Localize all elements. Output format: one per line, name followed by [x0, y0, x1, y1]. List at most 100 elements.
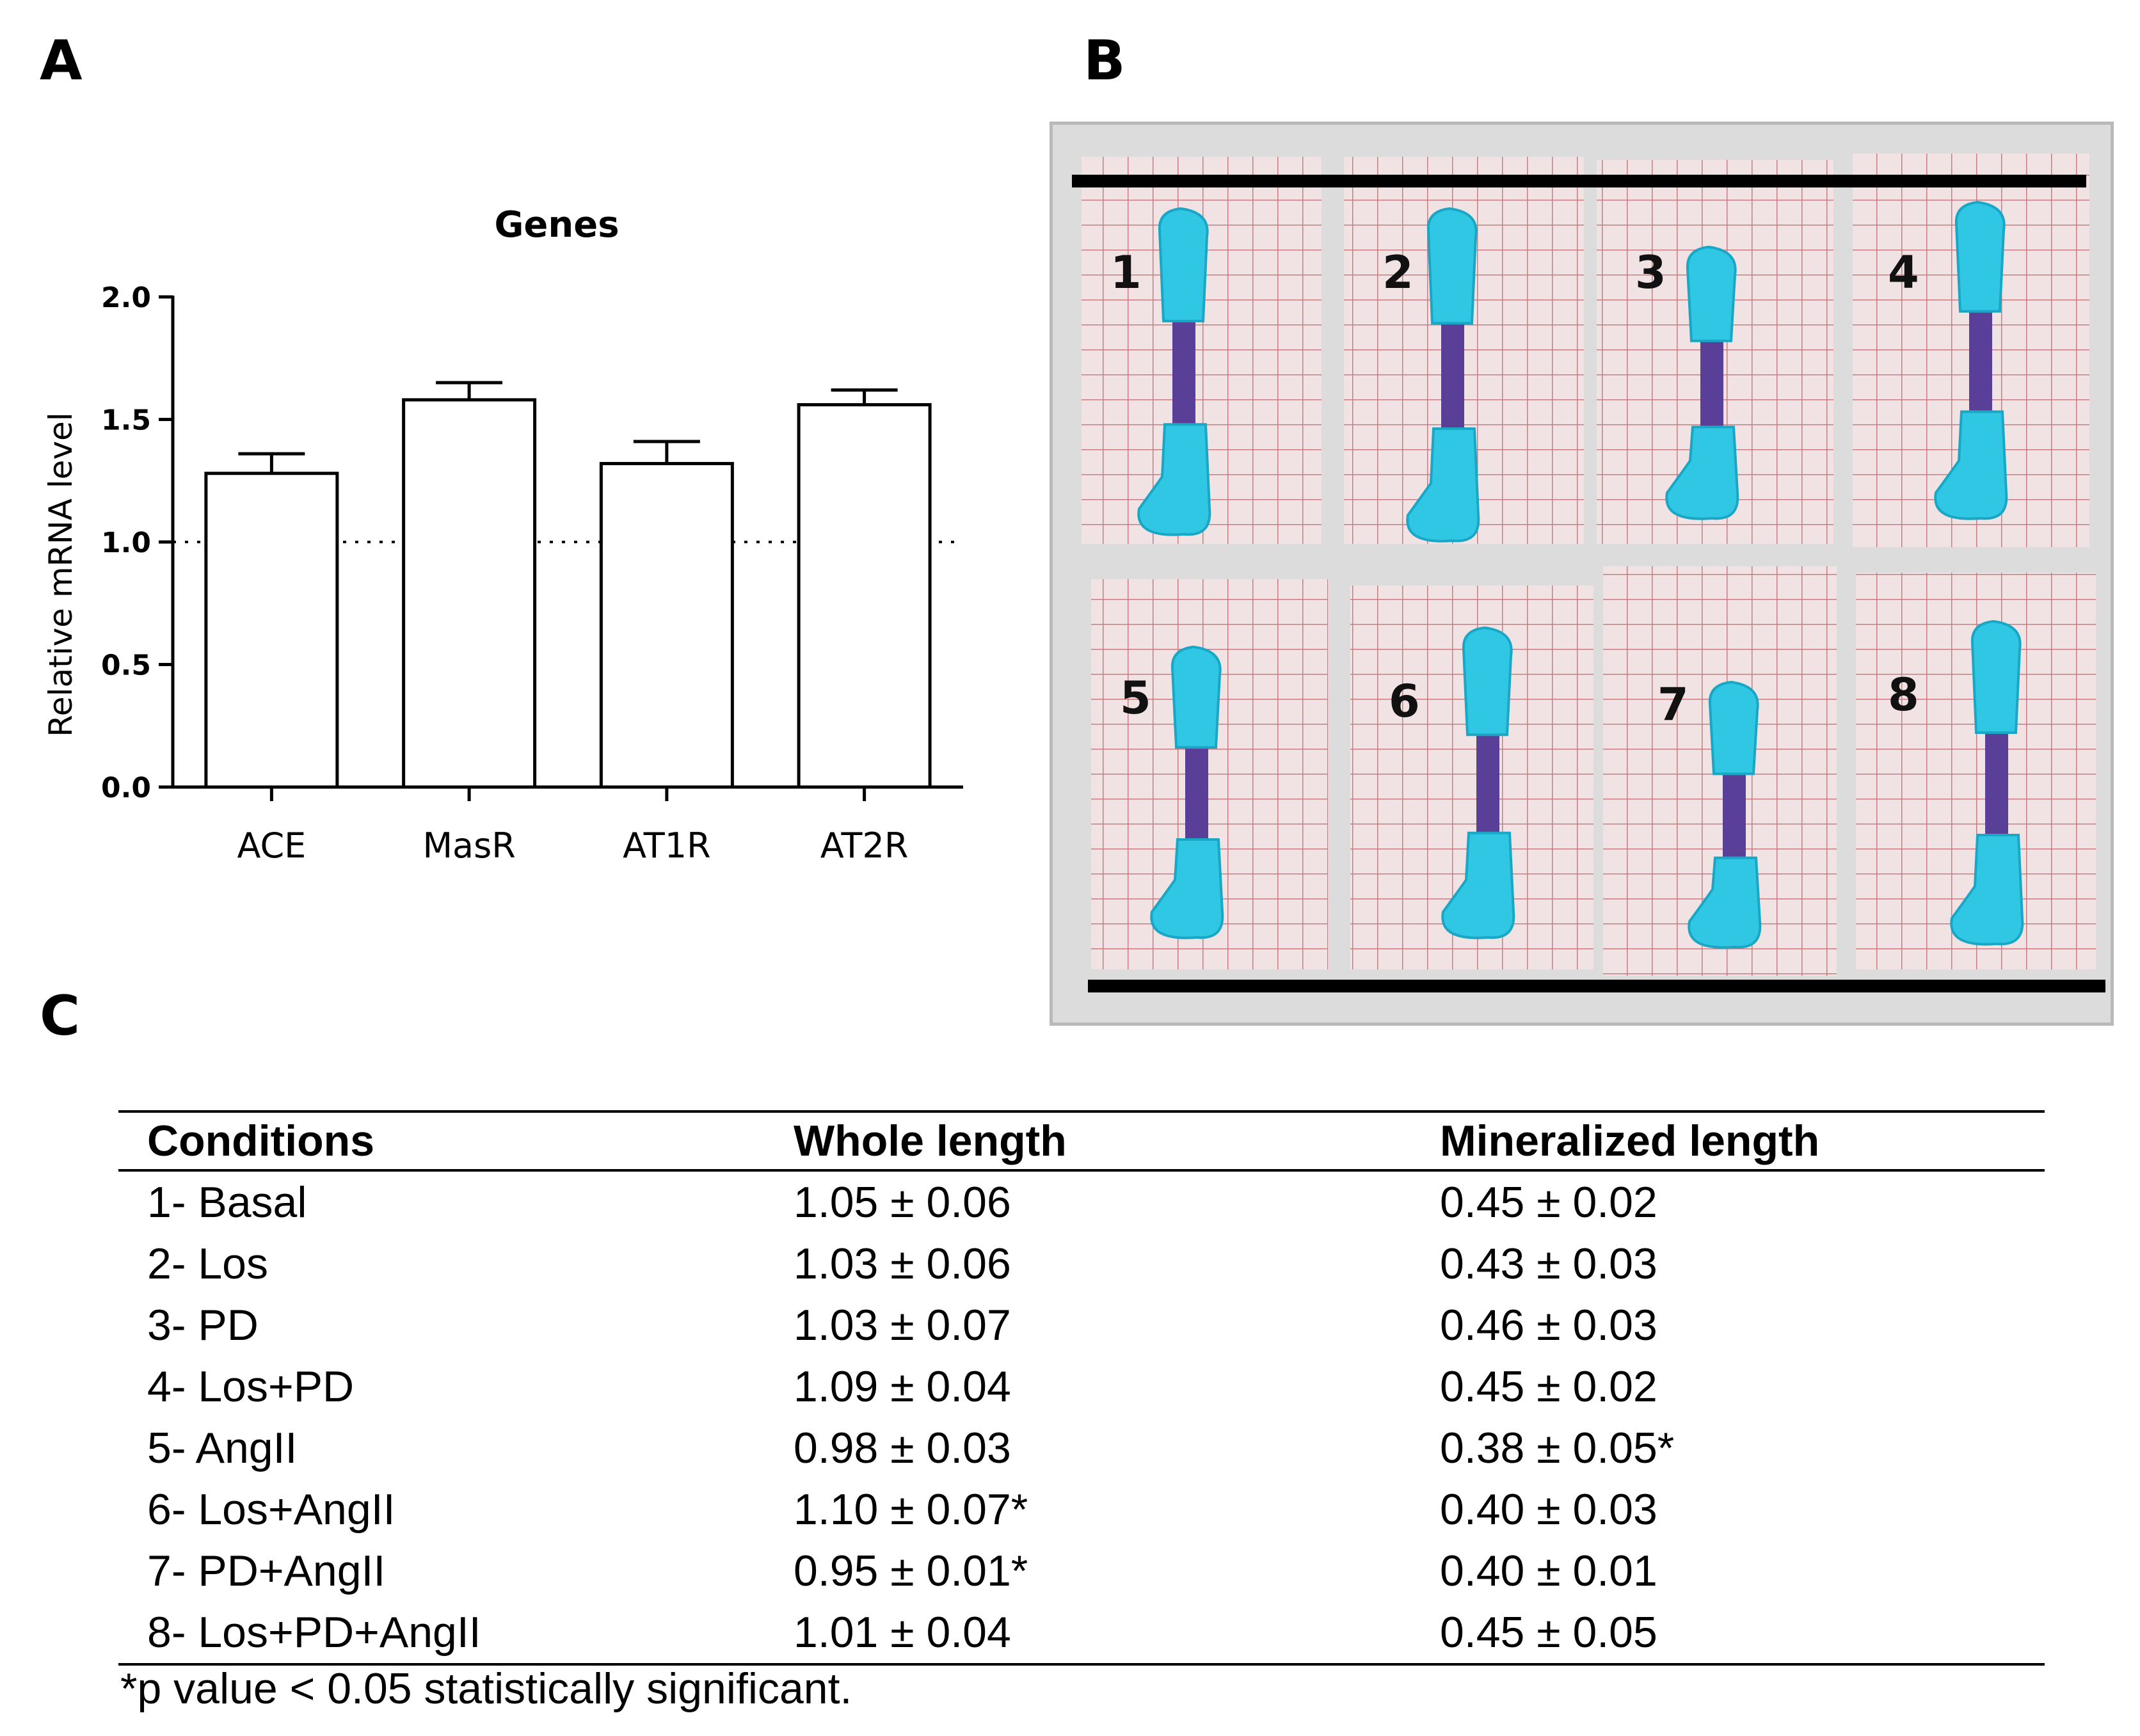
x-tick-label: AT1R — [623, 825, 711, 866]
mineralized-shaft — [1185, 728, 1208, 859]
proximal-cartilage — [1954, 200, 2006, 313]
distal-cartilage — [1688, 856, 1762, 949]
distal-cartilage — [1150, 838, 1224, 939]
cell-mineralized-length: 0.46 ± 0.03 — [1440, 1301, 1657, 1350]
table-row: 7- PD+AngII 0.95 ± 0.01* 0.40 ± 0.01 — [118, 1540, 2045, 1602]
sample-number-label: 5 — [1120, 672, 1151, 724]
cell-mineralized-length: 0.45 ± 0.02 — [1440, 1362, 1657, 1411]
bar-ace — [204, 472, 339, 789]
panel-b-label: B — [1083, 29, 1126, 93]
y-tick-label: 1.5 — [101, 404, 151, 437]
bone-sample-6: 6 — [1350, 585, 1593, 969]
cell-mineralized-length: 0.43 ± 0.03 — [1440, 1239, 1657, 1288]
header-whole-length: Whole length — [794, 1117, 1067, 1165]
header-mineralized-length: Mineralized length — [1440, 1117, 1820, 1165]
cell-mineralized-length: 0.38 ± 0.05* — [1440, 1424, 1675, 1472]
y-tick-label: 1.0 — [101, 527, 151, 559]
bone-sample-7: 7 — [1603, 566, 1837, 976]
table-row: 8- Los+PD+AngII 1.01 ± 0.04 0.45 ± 0.05 — [118, 1602, 2045, 1664]
bone-sample-1: 1 — [1082, 157, 1322, 544]
bar-at2r — [797, 403, 932, 789]
mineralized-shaft — [1700, 323, 1723, 445]
bone-sample-8: 8 — [1856, 573, 2096, 969]
cell-whole-length: 1.03 ± 0.06 — [794, 1239, 1011, 1288]
cell-condition: 7- PD+AngII — [147, 1547, 386, 1595]
sample-number-label: 8 — [1888, 669, 1919, 721]
proximal-cartilage — [1970, 619, 2022, 734]
bone-sample-3: 3 — [1597, 160, 1833, 544]
cell-whole-length: 1.01 ± 0.04 — [794, 1608, 1011, 1657]
cell-condition: 1- Basal — [147, 1178, 307, 1227]
x-tick-label: MasR — [422, 825, 515, 866]
sample-number-label: 1 — [1110, 246, 1142, 299]
distal-cartilage — [1665, 426, 1739, 520]
results-table: Conditions Whole length Mineralized leng… — [118, 1110, 2045, 1666]
cell-mineralized-length: 0.45 ± 0.05 — [1440, 1608, 1657, 1657]
proximal-cartilage — [1170, 645, 1222, 749]
distal-cartilage — [1934, 410, 2008, 520]
cell-whole-length: 0.98 ± 0.03 — [794, 1424, 1011, 1472]
cell-condition: 2- Los — [147, 1239, 268, 1288]
table-row: 6- Los+AngII 1.10 ± 0.07* 0.40 ± 0.03 — [118, 1479, 2045, 1540]
mineralized-shaft — [1985, 711, 2008, 857]
x-tick-label: ACE — [237, 825, 306, 866]
distal-cartilage — [1406, 427, 1480, 543]
proximal-cartilage — [1686, 245, 1737, 342]
bar-masr — [402, 398, 537, 789]
cell-condition: 5- AngII — [147, 1424, 298, 1472]
mineralized-shaft — [1172, 299, 1195, 447]
mineralized-shaft — [1969, 290, 1992, 433]
sample-number-label: 4 — [1888, 246, 1919, 299]
x-tick-label: AT2R — [820, 825, 909, 866]
sample-number-label: 6 — [1389, 675, 1420, 728]
mineralized-shaft — [1441, 301, 1464, 451]
bone-sample-4: 4 — [1853, 154, 2089, 547]
mineralized-shaft — [1723, 756, 1746, 876]
panel-a-label: A — [40, 29, 83, 93]
cell-mineralized-length: 0.40 ± 0.03 — [1440, 1485, 1657, 1534]
distal-cartilage — [1137, 423, 1211, 536]
distal-cartilage — [1441, 831, 1515, 939]
table-row: 2- Los 1.03 ± 0.06 0.43 ± 0.03 — [118, 1233, 2045, 1294]
header-conditions: Conditions — [147, 1117, 375, 1165]
top-reference-bar — [1072, 175, 2086, 187]
cell-whole-length: 1.05 ± 0.06 — [794, 1178, 1011, 1227]
cell-condition: 6- Los+AngII — [147, 1485, 395, 1534]
cell-mineralized-length: 0.45 ± 0.02 — [1440, 1178, 1657, 1227]
y-tick-label: 2.0 — [101, 282, 151, 314]
chart-title: Genes — [494, 204, 619, 246]
cell-condition: 3- PD — [147, 1301, 259, 1350]
proximal-cartilage — [1426, 207, 1478, 325]
bar-chart: Genes Relative mRNA level 0.0 0.5 1.0 1.5 2.… — [42, 204, 963, 866]
proximal-cartilage — [1462, 626, 1513, 737]
cell-whole-length: 0.95 ± 0.01* — [794, 1547, 1028, 1595]
cell-condition: 8- Los+PD+AngII — [147, 1608, 481, 1657]
cell-whole-length: 1.09 ± 0.04 — [794, 1362, 1011, 1411]
bone-photo-svg: 1 2 3 4 5 6 7 8 — [1072, 154, 2105, 992]
cell-condition: 4- Los+PD — [147, 1362, 355, 1411]
bone-sample-5: 5 — [1091, 579, 1328, 969]
sample-number-label: 7 — [1657, 678, 1689, 731]
table-row: 4- Los+PD 1.09 ± 0.04 0.45 ± 0.02 — [118, 1356, 2045, 1417]
y-tick-label: 0.5 — [101, 649, 151, 682]
results-table-container: Conditions Whole length Mineralized leng… — [118, 1110, 2045, 1666]
bar-at1r — [599, 461, 734, 789]
bottom-reference-bar — [1088, 980, 2105, 992]
mineralized-shaft — [1476, 713, 1499, 854]
cell-whole-length: 1.03 ± 0.07 — [794, 1301, 1011, 1350]
y-axis-label: Relative mRNA level — [42, 412, 79, 737]
proximal-cartilage — [1158, 207, 1209, 323]
y-tick-label: 0.0 — [101, 772, 151, 804]
table-row: 5- AngII 0.98 ± 0.03 0.38 ± 0.05* — [118, 1417, 2045, 1479]
cell-mineralized-length: 0.40 ± 0.01 — [1440, 1547, 1657, 1595]
distal-cartilage — [1950, 834, 2024, 946]
panel-c-label: C — [40, 984, 81, 1048]
sample-number-label: 3 — [1635, 246, 1666, 299]
bone-sample-2: 2 — [1344, 157, 1584, 544]
sample-number-label: 2 — [1382, 246, 1414, 299]
table-header-row: Conditions Whole length Mineralized leng… — [118, 1111, 2045, 1170]
bone-photo: 1 2 3 4 5 6 7 8 — [1050, 122, 2114, 1026]
table-row: 3- PD 1.03 ± 0.07 0.46 ± 0.03 — [118, 1294, 2045, 1356]
cell-whole-length: 1.10 ± 0.07* — [794, 1485, 1028, 1534]
proximal-cartilage — [1708, 680, 1759, 776]
